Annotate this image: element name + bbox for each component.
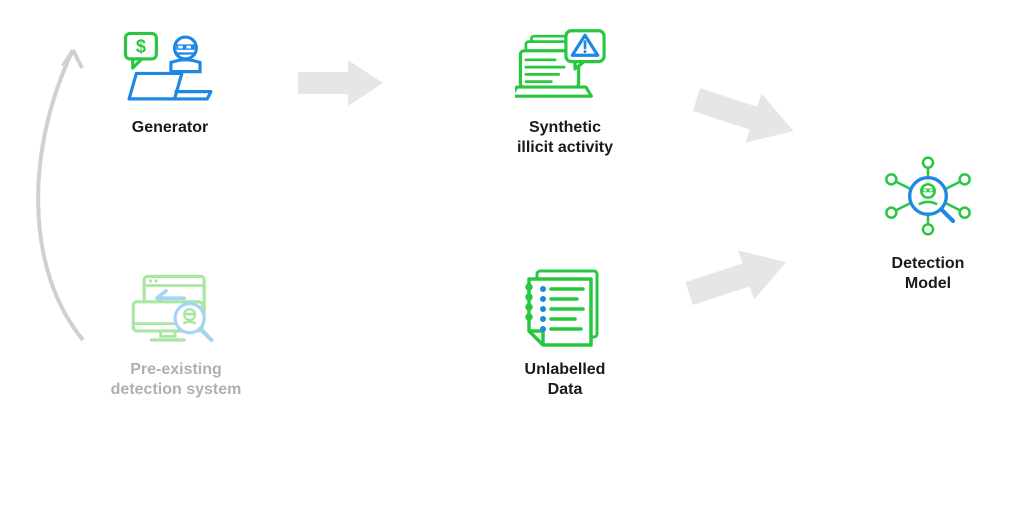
synthetic-icon bbox=[515, 28, 615, 108]
generator-label: Generator bbox=[132, 118, 208, 138]
node-preexisting: Pre-existing detection system bbox=[86, 270, 266, 400]
node-synthetic: Synthetic illicit activity bbox=[480, 28, 650, 158]
node-generator: $ Generator bbox=[90, 28, 250, 138]
preexisting-label: Pre-existing detection system bbox=[111, 360, 242, 400]
node-detection: Detection Model bbox=[848, 148, 1008, 294]
unlabelled-icon bbox=[515, 270, 615, 350]
node-unlabelled: Unlabelled Data bbox=[480, 270, 650, 400]
arrow-generator-to-synthetic bbox=[298, 60, 388, 110]
generator-icon: $ bbox=[120, 28, 220, 108]
synthetic-label: Synthetic illicit activity bbox=[517, 118, 613, 158]
detection-label: Detection Model bbox=[892, 254, 965, 294]
preexisting-icon bbox=[126, 270, 226, 350]
arrow-synthetic-to-detection bbox=[680, 73, 809, 183]
unlabelled-label: Unlabelled Data bbox=[525, 360, 606, 400]
svg-text:$: $ bbox=[136, 37, 146, 57]
arrow-unlabelled-to-detection bbox=[680, 233, 809, 343]
detection-model-icon bbox=[878, 148, 978, 244]
